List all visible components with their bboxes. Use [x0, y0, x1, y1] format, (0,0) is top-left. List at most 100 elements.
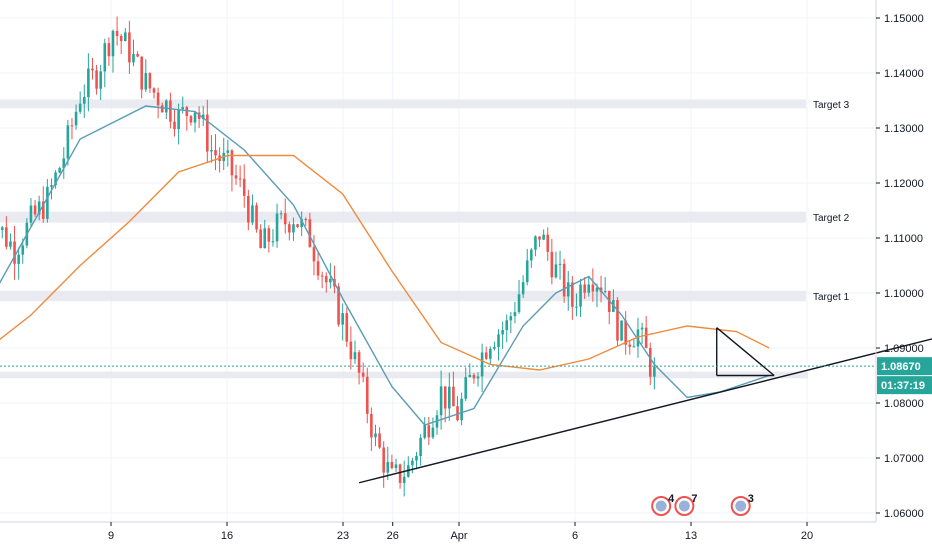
candle-body: [439, 386, 443, 416]
candle-body: [21, 245, 25, 255]
candle-body: [521, 282, 525, 295]
candle-body: [648, 348, 652, 377]
candle-body: [308, 219, 312, 248]
event-badge-count: 3: [748, 493, 754, 505]
event-badges: 4 7 3: [651, 493, 754, 516]
candle-body: [472, 375, 476, 379]
candle-body: [341, 313, 344, 325]
candle-body: [140, 56, 143, 90]
candle-body: [206, 114, 209, 152]
candle-body: [616, 300, 619, 341]
candle-body: [160, 105, 164, 113]
candle-body: [283, 213, 287, 225]
candle-body: [538, 236, 541, 240]
target-zone-label: Target 2: [813, 213, 850, 224]
target-zone-label: Target 3: [813, 100, 850, 111]
candle-body: [365, 376, 369, 414]
candle-body: [456, 406, 459, 421]
candle-body: [177, 109, 180, 130]
candle-body: [587, 284, 591, 293]
x-tick-label: 6: [572, 530, 578, 542]
candle-body: [530, 249, 533, 261]
candle-body: [579, 284, 582, 307]
candle-body: [103, 43, 107, 72]
candle-body: [316, 261, 320, 276]
x-tick-label: 16: [221, 530, 233, 542]
candle-body: [419, 437, 422, 457]
candle-body: [304, 219, 308, 221]
candle-body: [226, 150, 230, 153]
candle-body: [644, 327, 648, 349]
candle-body: [591, 284, 595, 292]
candle-body: [505, 320, 509, 331]
candle-body: [9, 241, 12, 247]
candle-body: [66, 125, 70, 159]
y-tick-label: 1.13000: [884, 123, 924, 135]
candle-body: [501, 330, 504, 335]
candle-body: [583, 284, 586, 293]
event-badge-count: 7: [691, 493, 697, 505]
moving-average-line: [0, 154, 770, 371]
candle-body: [259, 229, 262, 249]
candle-body: [5, 227, 8, 247]
target-zone: [0, 371, 808, 379]
candle-body: [234, 175, 238, 179]
candle-body: [148, 73, 152, 89]
y-tick-label: 1.14000: [884, 68, 924, 80]
current-price-tag: [877, 357, 932, 376]
candle-body: [17, 254, 20, 264]
candle-body: [329, 278, 332, 283]
candle-body: [99, 71, 102, 89]
y-tick-label: 1.11000: [884, 233, 923, 245]
candle-body: [292, 224, 295, 233]
candle-body: [156, 92, 160, 106]
candle-body: [58, 168, 61, 173]
candle-body: [29, 205, 33, 223]
candle-body: [251, 205, 254, 223]
candle-body: [169, 100, 172, 122]
candle-body: [267, 228, 271, 242]
current-price-value: 1.08670: [881, 361, 921, 373]
candle-body: [628, 344, 632, 347]
candle-body: [480, 352, 484, 377]
candle-body: [87, 68, 90, 98]
event-badge-count: 4: [668, 493, 675, 505]
candle-body: [111, 30, 115, 57]
candle-body: [132, 53, 135, 63]
candle-body: [82, 97, 86, 104]
target-zones: Target 3 Target 2 Target 1: [0, 99, 850, 379]
candle-body: [423, 425, 426, 438]
candle-body: [197, 112, 201, 119]
candle-body: [493, 347, 496, 349]
candle-body: [595, 287, 599, 292]
candle-body: [201, 114, 205, 119]
candle-body: [107, 43, 111, 57]
candle-body: [370, 413, 373, 438]
candle-body: [144, 73, 148, 90]
candle-body: [374, 433, 377, 438]
candle-body: [558, 263, 562, 265]
candle-body: [390, 461, 394, 468]
candle-body: [546, 234, 550, 252]
candle-body: [136, 53, 139, 57]
candle-body: [165, 100, 168, 113]
candle-body: [550, 251, 554, 278]
candle-body: [534, 236, 537, 250]
candle-body: [300, 219, 303, 228]
candle-body: [275, 213, 279, 242]
x-tick-label: Apr: [450, 530, 467, 542]
candle-body: [411, 460, 414, 466]
candle-body: [636, 329, 640, 347]
candle-body: [361, 372, 365, 377]
candle-body: [242, 178, 246, 196]
candle-body: [468, 375, 472, 378]
y-tick-label: 1.06000: [884, 508, 924, 520]
candle-body: [554, 264, 558, 278]
candle-body: [624, 320, 627, 345]
x-tick-label: 13: [685, 530, 697, 542]
x-tick-label: 26: [387, 530, 399, 542]
candle-body: [152, 88, 156, 93]
candle-body: [571, 282, 574, 307]
candle-body: [378, 433, 381, 448]
candle-body: [357, 352, 361, 373]
